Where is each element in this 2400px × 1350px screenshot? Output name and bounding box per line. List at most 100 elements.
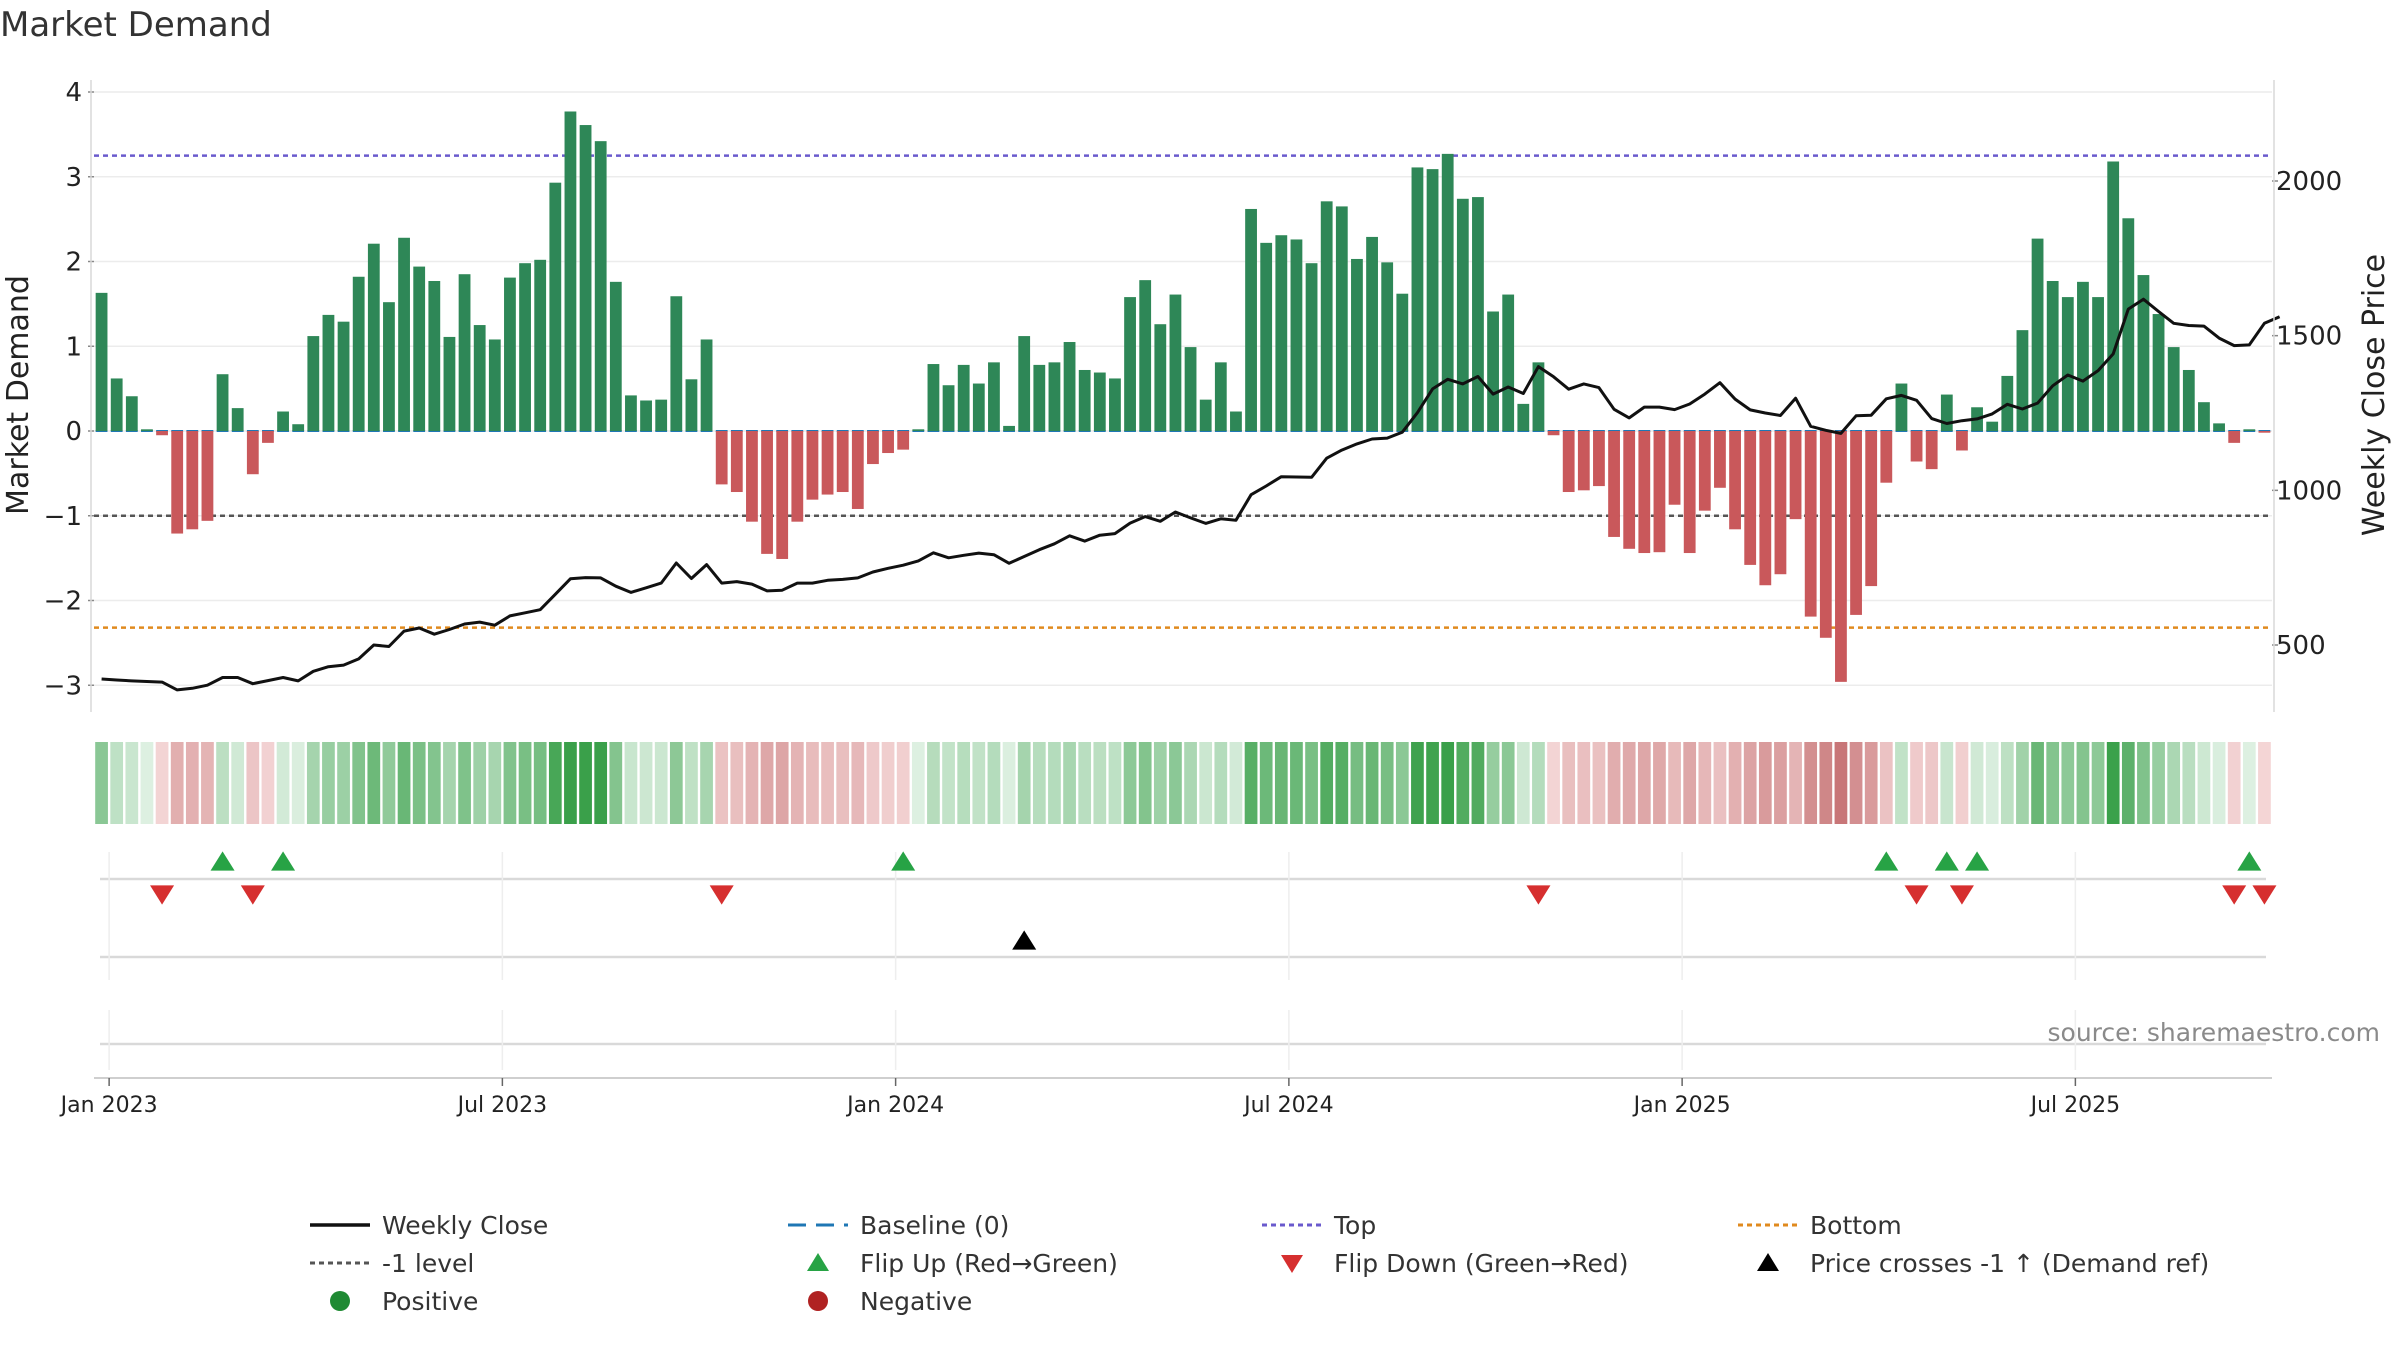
flip-down-marker [150,885,175,905]
heat-strip-cell [1683,742,1697,824]
heat-strip-cell [911,742,925,824]
legend-label: Top [1333,1211,1376,1240]
heat-strip-cell [1758,742,1772,824]
legend-label: Price crosses -1 ↑ (Demand ref) [1810,1249,2209,1278]
demand-bar [1532,362,1545,431]
y-axis-left-label: Market Demand [1,275,36,515]
demand-bar [428,280,441,431]
heat-strip-cell [1153,742,1167,824]
flip-up-marker [1965,851,1990,871]
demand-bar [1835,431,1847,682]
flip-markers [94,851,2277,1079]
demand-bar [488,339,501,431]
heat-strip-cell [1668,742,1681,824]
heat-strip-cell [2061,742,2075,824]
heat-strip-cell [2106,742,2120,824]
heat-strip-cell [1305,742,1318,824]
demand-bar [1789,431,1802,520]
y-right-tick-label: 500 [2276,631,2326,661]
flip-up-marker [891,851,916,871]
heat-strip-cell [1229,742,1243,824]
flip-down-marker [1526,885,1551,905]
demand-bar [186,431,199,530]
heat-strip-cell [352,742,366,824]
heat-strip-cell [1864,742,1878,824]
y-right-tick-label: 1000 [2276,476,2342,506]
demand-bar [1093,372,1106,431]
heat-strip-cell [1955,742,1969,824]
demand-bar [1683,431,1696,554]
demand-bars [95,111,2271,682]
source-credit: source: sharemaestro.com [2048,1018,2381,1047]
heat-strip-cell [2167,742,2181,824]
demand-bar [519,263,531,431]
demand-bar [1547,431,1560,436]
legend-label: -1 level [382,1249,474,1278]
demand-bar [1986,421,1999,431]
heat-strip-cell [1380,742,1394,824]
demand-bar [216,374,229,431]
legend-item: Baseline (0) [788,1211,1009,1240]
heat-strip-cell [1637,742,1651,824]
demand-bar [1668,431,1681,505]
demand-bar [307,336,320,431]
demand-bar [1351,258,1363,431]
demand-bar [1729,431,1741,530]
demand-bar [1593,431,1605,487]
demand-bar [1169,294,1182,431]
demand-bar [988,362,1000,431]
demand-bar [882,431,894,454]
heat-strip-cell [1048,742,1061,824]
flip-up-marker [1874,851,1899,871]
heat-strip-cell [1411,742,1424,824]
demand-bar [322,314,335,431]
legend-item: Negative [808,1287,972,1316]
heat-strip-cell [1516,742,1530,824]
axes: 4 3 2 1 0 −1 −2 −3 2000 1500 1000 500 [44,78,2342,712]
heat-strip-cell [715,742,729,824]
x-tick-label: Jan 2025 [1632,1093,1731,1118]
demand-bar [1472,197,1484,431]
legend-swatch-circle [330,1291,350,1311]
heat-strip-cell [367,742,381,824]
demand-bar [337,321,350,431]
demand-bar [1003,425,1015,431]
demand-bar [1411,167,1424,432]
demand-bar [1577,431,1590,491]
heat-strip-cell [1774,742,1787,824]
legend-item: Top [1262,1211,1376,1240]
heat-strip-cell [1063,742,1076,824]
heat-strip-cell [1078,742,1092,824]
demand-bar [1623,431,1636,549]
heat-strip-cell [1562,742,1576,824]
heat-strip-cell [1622,742,1636,824]
demand-bar [156,431,168,436]
heat-strip-cell [1441,742,1455,824]
heat-strip-cell [2076,742,2090,824]
legend-swatch-triangle-down [1281,1255,1303,1273]
demand-bar [700,339,713,431]
heat-strip-cell [261,742,275,824]
y-left-tick-label: 1 [65,332,82,362]
heat-strip-cell [1834,742,1848,824]
heat-strip-cell [1017,742,1031,824]
flip-down-marker [709,885,734,905]
heat-strip-cell [594,742,608,824]
heat-strip-cell [896,742,910,824]
heat-strip-cell [155,742,169,824]
heat-strip-cell [306,742,320,824]
heat-strip-cell [927,742,940,824]
demand-bar [1714,431,1726,488]
heat-strip-cell [1910,742,1923,824]
demand-bar [2122,218,2135,431]
heat-strip-cell [1350,742,1364,824]
heat-strip-cell [2212,742,2226,824]
heat-strip-cell [2197,742,2211,824]
heat-strip-cell [1184,742,1197,824]
heat-strip-cell [1335,742,1349,824]
demand-bar [201,431,214,521]
demand-bar [95,292,108,431]
heat-strip-cell [2258,742,2271,824]
heat-strip-cell [942,742,955,824]
heat-strip-cell [185,742,199,824]
